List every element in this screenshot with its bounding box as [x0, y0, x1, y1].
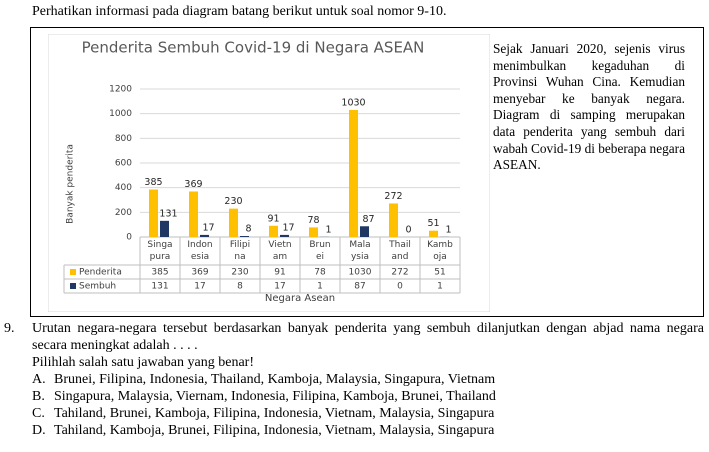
legend-label: Penderita — [79, 268, 122, 278]
option-text: Tahiland, Brunei, Kamboja, Filipina, Ind… — [54, 406, 495, 421]
chart-border — [48, 34, 490, 312]
data-label: 1030 — [341, 97, 365, 108]
bar — [280, 234, 289, 237]
x-tick-label: Mala ysia — [349, 240, 370, 262]
data-label: 51 — [427, 218, 439, 229]
bar — [360, 226, 369, 237]
instruction: Pilihlah salah satu jawaban yang benar! — [32, 355, 254, 370]
data-label: 87 — [362, 214, 374, 225]
table-value: 369 — [191, 268, 208, 278]
bar — [240, 236, 249, 237]
table-value: 17 — [274, 282, 285, 292]
y-axis-label: Banyak penderita — [66, 144, 76, 224]
option[interactable]: B. Singapura, Malaysia, Viernam, Indonesi… — [32, 388, 704, 405]
y-tick-label: 200 — [115, 208, 132, 218]
data-label: 1 — [325, 224, 331, 235]
option-letter: A. — [32, 372, 46, 387]
data-label: 230 — [224, 196, 242, 207]
table-value: 8 — [237, 282, 243, 292]
chart-title: Penderita Sembuh Covid-19 di Negara ASEA… — [82, 39, 425, 57]
x-tick-label: Brun ei — [309, 240, 330, 262]
data-label: 17 — [202, 222, 214, 233]
bar — [349, 109, 358, 237]
y-tick-label: 600 — [115, 159, 132, 169]
y-tick-label: 800 — [115, 134, 132, 144]
y-tick-label: 1000 — [109, 109, 132, 119]
data-label: 272 — [384, 191, 402, 202]
y-tick-label: 400 — [115, 183, 132, 193]
intro: Perhatikan informasi pada diagram batang… — [32, 4, 447, 19]
x-tick-label: Kamb oja — [427, 240, 453, 262]
data-label: 1 — [445, 224, 451, 235]
table-value: 91 — [274, 268, 285, 278]
table-value: 131 — [151, 282, 168, 292]
data-label: 0 — [405, 225, 411, 236]
data-label: 91 — [267, 213, 279, 224]
data-label: 369 — [184, 179, 202, 190]
question-number: 9. — [4, 321, 15, 336]
frame — [30, 27, 704, 317]
table-value: 17 — [194, 282, 205, 292]
question: 9. Urutan negara-negara tersebut berdasa… — [4, 320, 704, 439]
bar — [229, 208, 238, 237]
data-label: 8 — [245, 224, 251, 235]
data-label: 131 — [159, 208, 177, 219]
option-letter: D. — [32, 423, 46, 438]
data-label: 17 — [282, 222, 294, 233]
y-tick-label: 0 — [126, 233, 132, 243]
option-text: Singapura, Malaysia, Viernam, Indonesia,… — [54, 389, 496, 404]
option-letter: B. — [32, 389, 45, 404]
bar — [269, 225, 278, 237]
bar — [429, 230, 438, 237]
bar — [149, 189, 158, 237]
table-value: 51 — [434, 268, 445, 278]
option[interactable]: D. Tahiland, Kamboja, Brunei, Filipina, I… — [32, 422, 704, 439]
option[interactable]: A. Brunei, Filipina, Indonesia, Thailand,… — [32, 371, 704, 388]
table-value: 1 — [437, 282, 443, 292]
x-tick-label: Indon esia — [187, 240, 212, 262]
table-value: 1030 — [349, 268, 372, 278]
option-text: Tahiland, Kamboja, Brunei, Filipina, Ind… — [54, 423, 495, 438]
legend-label: Sembuh — [79, 282, 116, 292]
chart: Penderita Sembuh Covid-19 di Negara ASEA… — [48, 34, 490, 312]
option[interactable]: C. Tahiland, Brunei, Kamboja, Filipina, I… — [32, 405, 704, 422]
options: A. Brunei, Filipina, Indonesia, Thailand,… — [32, 371, 704, 439]
x-tick-label: Thail and — [388, 240, 411, 262]
bar — [200, 234, 209, 237]
bar — [189, 191, 198, 237]
table-value: 87 — [354, 282, 365, 292]
table-value: 78 — [314, 268, 326, 278]
legend-swatch — [70, 283, 76, 289]
x-tick-label: Vietn am — [268, 240, 291, 262]
bar — [160, 220, 169, 237]
x-axis-label: Negara Asean — [265, 293, 335, 304]
option-letter: C. — [32, 406, 45, 421]
table-value: 385 — [151, 268, 168, 278]
data-label: 385 — [144, 177, 162, 188]
data-label: 78 — [307, 215, 319, 226]
x-tick-label: Singa pura — [147, 240, 172, 262]
x-tick-label: Filipi na — [230, 240, 250, 262]
legend-swatch — [70, 269, 76, 275]
bar — [309, 227, 318, 237]
side-text: Sejak Januari 2020, sejenis virus menimb… — [493, 41, 685, 173]
question-text: Urutan negara-negara tersebut berdasarka… — [32, 321, 704, 353]
option-text: Brunei, Filipina, Indonesia, Thailand, K… — [54, 372, 496, 387]
bar — [389, 203, 398, 237]
table-value: 272 — [391, 268, 408, 278]
y-tick-label: 1200 — [109, 85, 132, 95]
table-value: 0 — [397, 282, 403, 292]
table-value: 1 — [317, 282, 323, 292]
table-value: 230 — [231, 268, 248, 278]
